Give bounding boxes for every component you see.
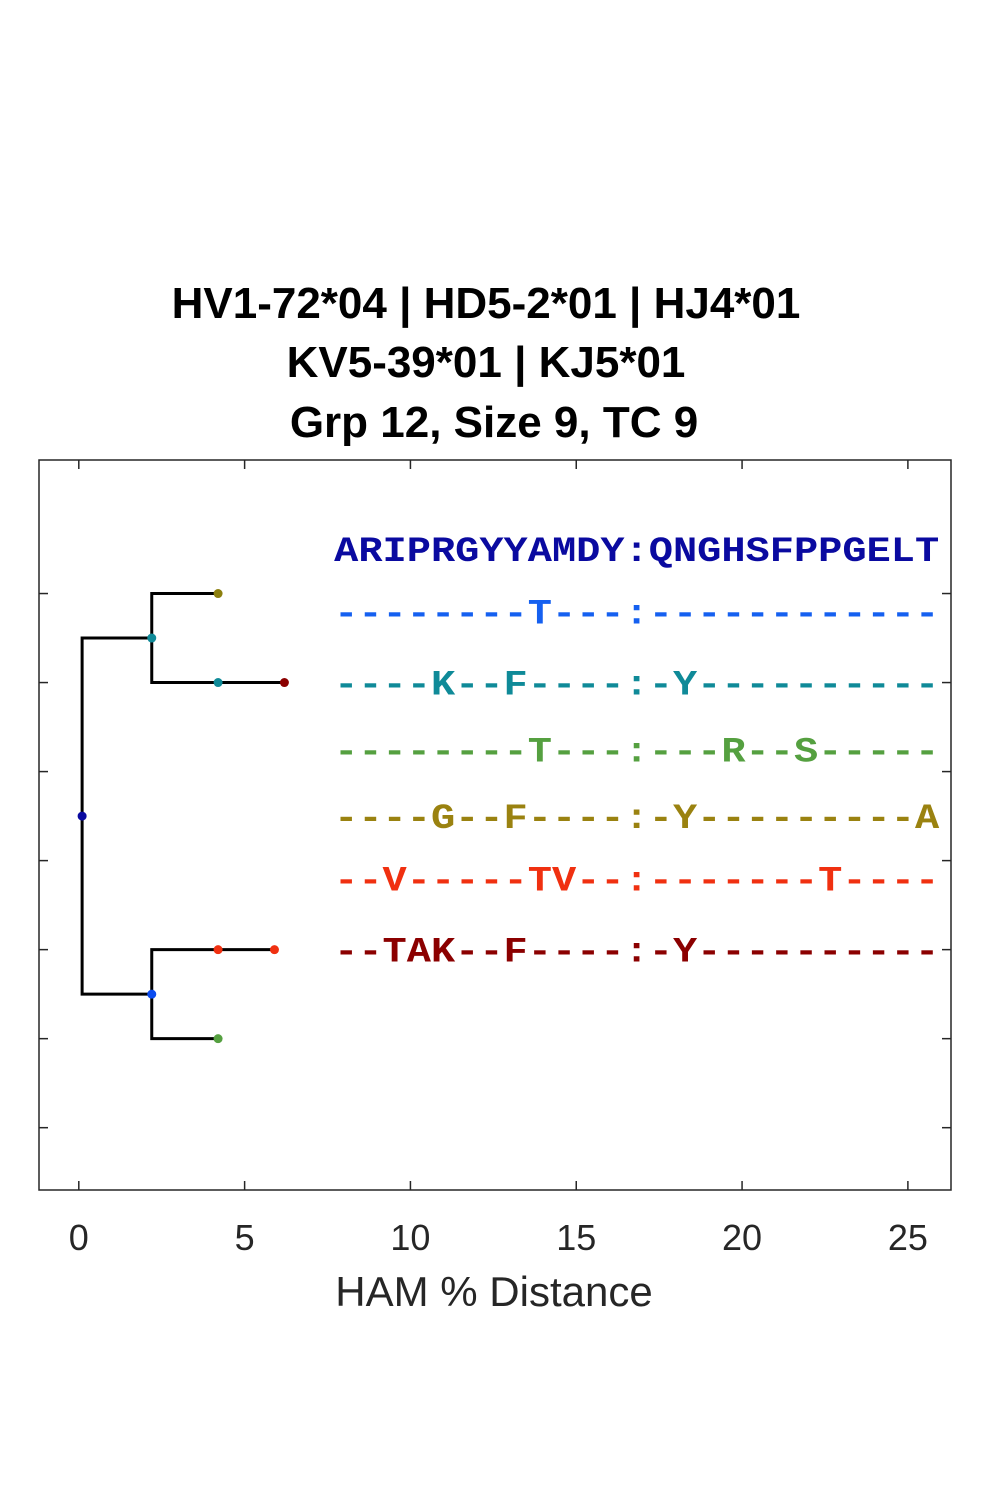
plot-area bbox=[38, 459, 952, 1191]
title-line-1: HV1-72*04 | HD5-2*01 | HJ4*01 bbox=[172, 279, 801, 329]
sequence-row: --TAK--F----:-Y---------- bbox=[334, 933, 939, 973]
x-tick-label: 10 bbox=[390, 1217, 430, 1258]
tree-node-marker bbox=[213, 678, 223, 688]
dendrogram-nodes bbox=[77, 589, 289, 1044]
x-tick-label: 20 bbox=[722, 1217, 762, 1258]
chart-title: HV1-72*04 | HD5-2*01 | HJ4*01 KV5-39*01 … bbox=[172, 279, 801, 447]
sequence-row: --------T---:------------ bbox=[334, 594, 939, 634]
axis-ticks bbox=[39, 460, 951, 1190]
dendrogram-branch bbox=[150, 638, 219, 685]
x-tick-label: 15 bbox=[556, 1217, 596, 1258]
x-tick-label: 0 bbox=[69, 1217, 89, 1258]
sequence-row: ----K--F----:-Y---------- bbox=[334, 666, 939, 706]
tree-node-marker bbox=[147, 989, 157, 999]
dendrogram-branch bbox=[150, 948, 219, 995]
tree-node-marker bbox=[269, 945, 279, 955]
sequence-row: --V-----TV--:-------T---- bbox=[334, 861, 939, 901]
tree-node-marker bbox=[213, 1034, 223, 1044]
dendrogram-branches bbox=[80, 592, 285, 1041]
x-tick-label: 5 bbox=[235, 1217, 255, 1258]
sequence-row: ARIPRGYYAMDY:QNGHSFPPGELT bbox=[334, 532, 939, 572]
sequence-row: --------T---:---R--S----- bbox=[334, 732, 939, 772]
dendrogram-branch bbox=[80, 816, 152, 996]
dendrogram-branch bbox=[80, 636, 152, 817]
tree-node-marker bbox=[213, 589, 223, 599]
dendrogram-branch bbox=[150, 592, 219, 639]
dendrogram-branch bbox=[150, 994, 219, 1041]
title-line-3: Grp 12, Size 9, TC 9 bbox=[290, 398, 698, 447]
title-line-2: KV5-39*01 | KJ5*01 bbox=[287, 338, 686, 388]
x-tick-label: 25 bbox=[888, 1217, 928, 1258]
sequence-row: ----G--F----:-Y---------A bbox=[334, 799, 939, 839]
x-tick-labels: 0 5 10 15 20 25 bbox=[69, 1217, 928, 1258]
tree-node-marker bbox=[213, 945, 223, 955]
sequence-alignment: ARIPRGYYAMDY:QNGHSFPPGELT --------T---:--… bbox=[334, 532, 939, 973]
tree-node-marker bbox=[77, 811, 87, 821]
x-axis-label: HAM % Distance bbox=[335, 1268, 652, 1315]
tree-node-marker bbox=[147, 633, 157, 643]
tree-node-marker bbox=[279, 678, 289, 688]
